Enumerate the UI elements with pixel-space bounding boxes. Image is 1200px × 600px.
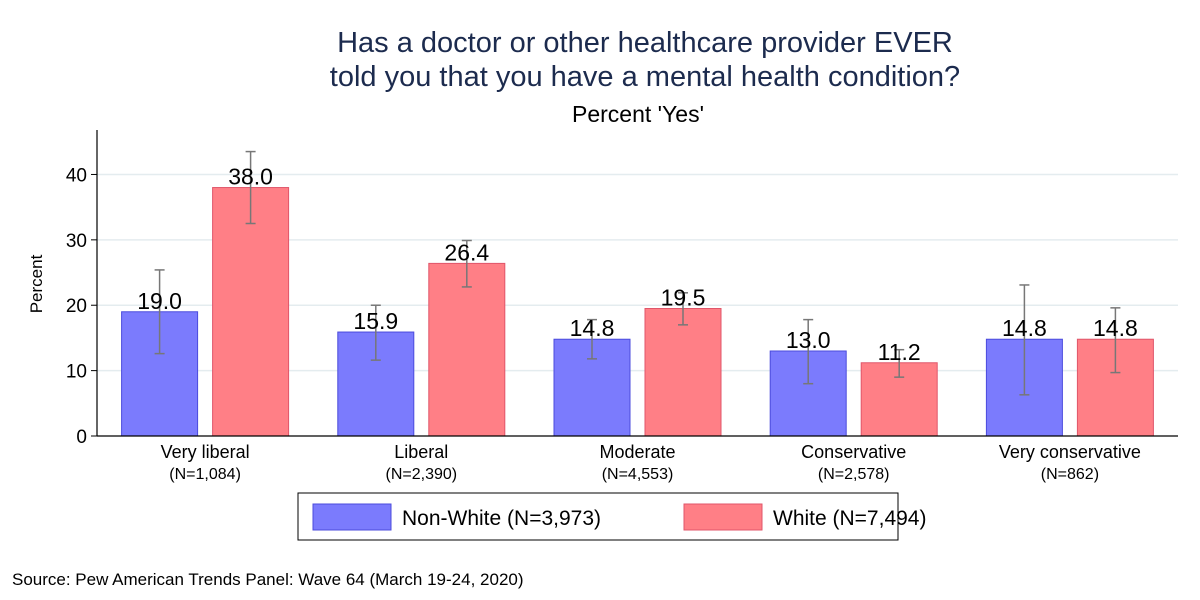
y-tick-label: 10 [66,362,87,383]
legend-label-white: White (N=7,494) [773,507,926,530]
x-tick-sublabel: (N=862) [1041,466,1099,483]
legend: Non-White (N=3,973) White (N=7,494) [297,492,926,541]
x-tick-label: Very liberal [161,442,250,462]
x-tick-sublabel: (N=4,553) [602,466,674,483]
data-label: 26.4 [444,239,489,265]
data-label: 38.0 [228,164,273,190]
y-tick-label: 20 [66,296,87,317]
data-label: 14.8 [570,315,615,341]
data-label: 14.8 [1093,315,1138,341]
x-tick-sublabel: (N=2,578) [818,466,890,483]
data-label: 13.0 [786,327,831,353]
data-label: 19.5 [661,285,706,311]
data-label: 15.9 [353,308,398,334]
source-note: Source: Pew American Trends Panel: Wave … [12,570,524,589]
legend-label-non-white: Non-White (N=3,973) [402,507,601,530]
bar [644,308,722,437]
x-tick-label: Moderate [599,442,675,462]
bar [428,262,506,437]
bar [212,187,290,437]
y-tick-label: 40 [66,165,87,186]
legend-swatch-non-white [312,503,392,531]
x-tick-label: Liberal [394,442,448,462]
x-tick-label: Very conservative [999,442,1141,462]
x-tick-sublabel: (N=1,084) [169,466,241,483]
y-axis-label: Percent [27,254,46,313]
legend-box [297,492,899,541]
chart-title-line-2: told you that you have a mental health c… [330,61,960,93]
data-label: 19.0 [137,288,182,314]
x-tick-sublabel: (N=2,390) [386,466,458,483]
y-tick-label: 0 [76,427,87,448]
data-label: 14.8 [1002,315,1047,341]
legend-swatch-white [683,503,763,531]
data-label: 11.2 [878,339,921,365]
chart-subtitle: Percent 'Yes' [572,101,704,127]
x-tick-label: Conservative [801,442,906,462]
y-tick-label: 30 [66,231,87,252]
chart-title-line-1: Has a doctor or other healthcare provide… [337,27,953,59]
